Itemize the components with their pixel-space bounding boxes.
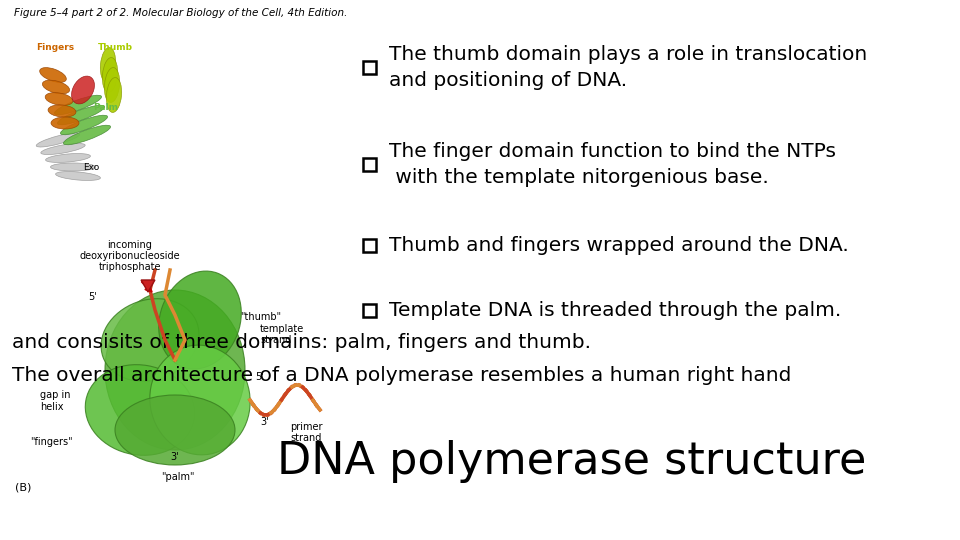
Text: and consisits of three domains: palm, fingers and thumb.: and consisits of three domains: palm, fi… xyxy=(12,333,591,353)
Ellipse shape xyxy=(42,80,70,94)
Text: "palm": "palm" xyxy=(161,472,195,482)
Text: DNA polymerase structure: DNA polymerase structure xyxy=(276,440,866,483)
Bar xyxy=(363,304,376,317)
Text: Figure 5–4 part 2 of 2. Molecular Biology of the Cell, 4th Edition.: Figure 5–4 part 2 of 2. Molecular Biolog… xyxy=(14,9,348,18)
Ellipse shape xyxy=(60,115,108,135)
Ellipse shape xyxy=(158,271,241,369)
Text: gap in: gap in xyxy=(40,390,70,400)
Ellipse shape xyxy=(45,93,73,105)
Text: "thumb": "thumb" xyxy=(240,312,281,322)
Ellipse shape xyxy=(115,395,235,465)
Ellipse shape xyxy=(107,78,122,112)
Ellipse shape xyxy=(39,68,66,83)
Ellipse shape xyxy=(150,345,251,455)
Ellipse shape xyxy=(72,76,94,104)
Bar xyxy=(363,61,376,74)
Ellipse shape xyxy=(103,58,118,92)
Ellipse shape xyxy=(51,117,79,129)
Text: template: template xyxy=(260,324,304,334)
Text: incoming: incoming xyxy=(108,240,153,250)
Text: 3': 3' xyxy=(260,417,269,427)
Text: deoxyribonucleoside: deoxyribonucleoside xyxy=(80,251,180,261)
Ellipse shape xyxy=(55,95,102,115)
Ellipse shape xyxy=(41,144,85,154)
Text: strand: strand xyxy=(290,433,322,443)
Ellipse shape xyxy=(48,105,76,117)
Ellipse shape xyxy=(45,153,90,163)
Bar xyxy=(363,239,376,252)
Ellipse shape xyxy=(56,172,101,180)
Text: Thumb: Thumb xyxy=(98,43,133,52)
Text: Fingers: Fingers xyxy=(36,43,74,52)
Text: 5': 5' xyxy=(255,372,264,382)
Text: Thumb and fingers wrapped around the DNA.: Thumb and fingers wrapped around the DNA… xyxy=(389,236,849,255)
Text: primer: primer xyxy=(290,422,323,432)
Ellipse shape xyxy=(58,105,105,125)
Bar xyxy=(363,158,376,171)
Ellipse shape xyxy=(36,133,80,147)
Text: (B): (B) xyxy=(15,482,32,492)
Text: 5': 5' xyxy=(88,292,97,302)
Text: 3': 3' xyxy=(170,452,179,462)
Text: strand: strand xyxy=(260,335,292,345)
Ellipse shape xyxy=(63,125,110,145)
Text: Palm: Palm xyxy=(93,103,118,112)
Text: The overall architecture of a DNA polymerase resembles a human right hand: The overall architecture of a DNA polyme… xyxy=(12,366,792,385)
Ellipse shape xyxy=(51,163,95,171)
Ellipse shape xyxy=(85,364,195,455)
Ellipse shape xyxy=(101,299,199,381)
Text: Exo: Exo xyxy=(83,163,99,172)
Text: Template DNA is threaded through the palm.: Template DNA is threaded through the pal… xyxy=(389,301,841,320)
Ellipse shape xyxy=(101,48,115,83)
Ellipse shape xyxy=(105,68,120,103)
Text: "fingers": "fingers" xyxy=(30,437,73,447)
Text: helix: helix xyxy=(40,402,63,412)
Text: The finger domain function to bind the NTPs
 with the template nitorgenious base: The finger domain function to bind the N… xyxy=(389,143,836,187)
Text: triphosphate: triphosphate xyxy=(99,262,161,272)
Text: The thumb domain plays a role in translocation
and positioning of DNA.: The thumb domain plays a role in translo… xyxy=(389,45,867,90)
Ellipse shape xyxy=(105,290,245,450)
